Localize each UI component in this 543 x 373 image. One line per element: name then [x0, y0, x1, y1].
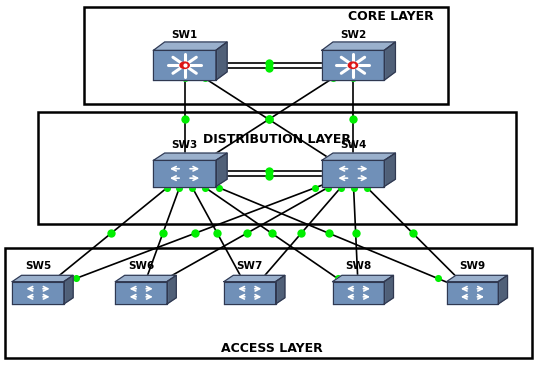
Polygon shape	[321, 153, 395, 160]
Polygon shape	[446, 282, 498, 304]
Polygon shape	[154, 42, 227, 50]
Polygon shape	[224, 282, 276, 304]
Polygon shape	[12, 282, 64, 304]
Text: SW2: SW2	[340, 30, 366, 40]
Polygon shape	[276, 275, 285, 304]
Circle shape	[348, 62, 358, 69]
Polygon shape	[154, 153, 227, 160]
Polygon shape	[384, 42, 395, 80]
Polygon shape	[116, 282, 167, 304]
Polygon shape	[446, 275, 508, 282]
Polygon shape	[154, 160, 216, 186]
Polygon shape	[12, 275, 73, 282]
Text: ACCESS LAYER: ACCESS LAYER	[220, 342, 323, 355]
Polygon shape	[321, 50, 384, 80]
Polygon shape	[216, 42, 227, 80]
Text: SW5: SW5	[25, 261, 51, 271]
Circle shape	[180, 62, 190, 69]
Polygon shape	[332, 275, 394, 282]
Polygon shape	[64, 275, 73, 304]
Polygon shape	[154, 50, 216, 80]
Polygon shape	[224, 275, 285, 282]
Polygon shape	[384, 153, 395, 186]
Text: SW3: SW3	[172, 140, 198, 150]
Text: SW9: SW9	[459, 261, 485, 271]
Polygon shape	[216, 153, 227, 186]
Text: SW8: SW8	[345, 261, 371, 271]
Text: DISTRIBUTION LAYER: DISTRIBUTION LAYER	[203, 134, 351, 146]
Text: SW1: SW1	[172, 30, 198, 40]
Polygon shape	[332, 282, 384, 304]
Text: SW7: SW7	[237, 261, 263, 271]
Text: SW6: SW6	[128, 261, 154, 271]
Polygon shape	[321, 160, 384, 186]
Text: SW4: SW4	[340, 140, 366, 150]
Polygon shape	[384, 275, 394, 304]
Polygon shape	[321, 42, 395, 50]
Polygon shape	[167, 275, 176, 304]
Polygon shape	[116, 275, 176, 282]
Text: CORE LAYER: CORE LAYER	[348, 10, 434, 23]
Polygon shape	[498, 275, 508, 304]
